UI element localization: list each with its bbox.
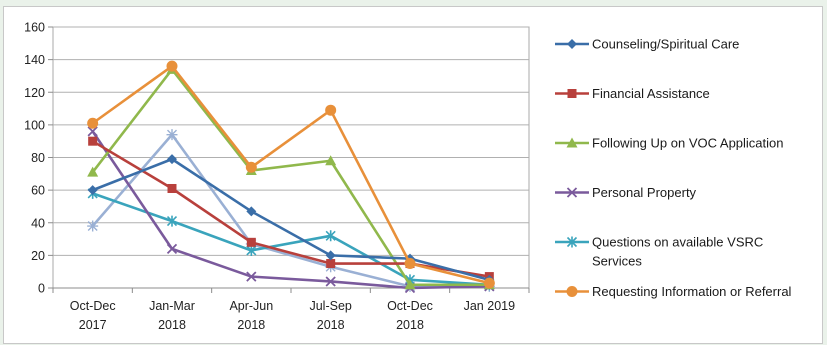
chart-frame: 0 20 40 60 80 100 120 140 160 Oct-Dec 2017 Jan-Mar 2… bbox=[3, 6, 823, 344]
legend-swatch-marker bbox=[567, 89, 577, 98]
x-tick-label: Jul-Sep bbox=[309, 299, 351, 313]
x-tick-label: Apr-Jun bbox=[229, 299, 273, 313]
line-chart: 0 20 40 60 80 100 120 140 160 Oct-Dec 2017 Jan-Mar 2… bbox=[24, 21, 792, 333]
series-line bbox=[91, 133, 490, 288]
x-tick-label: Oct-Dec bbox=[70, 299, 116, 313]
data-point bbox=[88, 136, 98, 146]
y-tick-label: 120 bbox=[24, 86, 45, 100]
data-point bbox=[325, 230, 336, 242]
data-point bbox=[245, 161, 257, 173]
y-tick-label: 20 bbox=[31, 249, 45, 263]
data-point bbox=[404, 258, 416, 270]
y-tick-label: 60 bbox=[31, 184, 45, 198]
y-tick-label: 40 bbox=[31, 216, 45, 230]
legend-label: Following Up on VOC Application bbox=[592, 136, 784, 151]
data-point bbox=[326, 259, 336, 269]
data-point bbox=[87, 185, 98, 196]
x-tick-label: Jan 2019 bbox=[464, 299, 515, 313]
legend-swatch-marker bbox=[566, 137, 578, 148]
data-point bbox=[325, 250, 336, 261]
series-line bbox=[92, 192, 490, 287]
data-point bbox=[167, 183, 177, 193]
data-point bbox=[483, 277, 495, 289]
series-line bbox=[92, 157, 490, 282]
legend-label: Counseling/Spiritual Care bbox=[592, 37, 739, 52]
legend-label: Personal Property bbox=[592, 185, 697, 200]
data-point bbox=[167, 154, 177, 165]
legend-swatch-marker bbox=[567, 39, 577, 49]
data-point bbox=[246, 237, 256, 247]
legend-swatch-marker bbox=[566, 286, 578, 297]
y-tick-label: 140 bbox=[24, 53, 45, 67]
series-line bbox=[91, 130, 490, 290]
data-point bbox=[166, 215, 178, 227]
data-point bbox=[166, 129, 178, 141]
data-point bbox=[325, 276, 336, 287]
data-point bbox=[246, 271, 257, 282]
x-tick-label: Oct-Dec bbox=[387, 299, 433, 313]
data-point bbox=[166, 60, 178, 72]
x-tick-label: Jan-Mar bbox=[149, 299, 195, 313]
x-tick-label: 2018 bbox=[396, 318, 424, 332]
legend-swatch-marker bbox=[566, 236, 578, 248]
x-tick-label: 2017 bbox=[79, 318, 107, 332]
y-tick-label: 80 bbox=[31, 151, 45, 165]
x-tick-label: 2018 bbox=[317, 318, 345, 332]
data-point bbox=[87, 117, 99, 129]
data-point bbox=[87, 166, 99, 177]
y-tick-label: 100 bbox=[24, 118, 45, 132]
x-tick-label: 2018 bbox=[158, 318, 186, 332]
data-point bbox=[404, 279, 416, 290]
legend-label: Financial Assistance bbox=[592, 86, 710, 101]
legend-swatch-marker bbox=[566, 187, 578, 198]
data-point bbox=[87, 126, 98, 137]
data-point bbox=[325, 104, 337, 116]
series-line bbox=[91, 68, 490, 287]
data-point bbox=[246, 206, 257, 217]
x-tick-label: 2018 bbox=[237, 318, 265, 332]
data-point bbox=[166, 243, 178, 254]
series-line bbox=[91, 64, 490, 285]
legend-label: Requesting Information or Referral bbox=[592, 284, 792, 299]
y-tick-label: 160 bbox=[24, 21, 45, 35]
legend-label: Services bbox=[592, 254, 642, 269]
data-point bbox=[87, 220, 99, 232]
y-tick-label: 0 bbox=[38, 282, 45, 296]
data-point bbox=[325, 155, 337, 166]
legend-label: Questions on available VSRC bbox=[592, 235, 763, 250]
